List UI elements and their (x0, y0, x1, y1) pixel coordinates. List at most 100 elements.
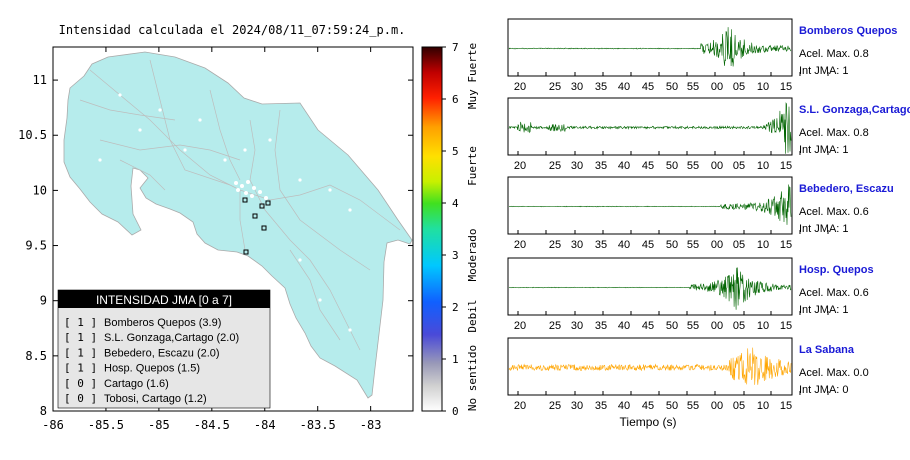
colorbar-tick-label: 4 (452, 197, 459, 210)
time-tick-label: 20 (514, 239, 526, 251)
station-int-jma: Int JMA: 1 (799, 65, 849, 77)
colorbar-level-label: Moderado (466, 229, 479, 282)
time-tick-label: 15 (780, 320, 792, 332)
time-tick-label: 25 (549, 160, 561, 172)
station-name: S.L. Gonzaga,Cartago (799, 104, 910, 116)
road-network (79, 59, 401, 351)
time-tick-label: 30 (571, 320, 583, 332)
legend-item-level: [ 1 ] (64, 362, 97, 375)
time-tick-label: 40 (618, 400, 630, 412)
time-tick-label: 45 (642, 81, 654, 93)
time-tick-label: 50 (666, 239, 678, 251)
colorbar-tick-label: 5 (452, 145, 459, 158)
waveform-frame (507, 97, 793, 156)
map-xtick-label: -83 (360, 418, 382, 432)
colorbar-tick-label: 2 (452, 301, 459, 314)
time-tick-label: 15 (780, 81, 792, 93)
legend-item-level: [ 1 ] (64, 346, 97, 359)
waveform-trace (509, 184, 792, 225)
colorbar-level-label: Muy Fuerte (466, 43, 479, 109)
time-tick-label: 05 (733, 320, 745, 332)
time-tick-label: 35 (595, 320, 607, 332)
waveform-trace (508, 267, 792, 310)
intensity-legend: INTENSIDAD JMA [0 a 7] [ 1 ] Bomberos Que… (57, 289, 271, 409)
station-int-jma: Int JMA: 0 (799, 384, 849, 396)
station-int-jma: Int JMA: 1 (799, 223, 849, 235)
time-tick-label: 45 (642, 400, 654, 412)
legend-item-name: S.L. Gonzaga,Cartago (2.0) (104, 332, 239, 344)
waveform-panel: 20 25 30 35 40 45 50 55 00 05 10 15 S.L. Gonzaga,Car… (507, 97, 910, 172)
colorbar-tick-label: 7 (452, 41, 459, 54)
colorbar-level-label: No sentido (466, 345, 479, 411)
legend-item-name: Hosp. Quepos (1.5) (104, 363, 200, 375)
colorbar-tick-label: 0 (452, 405, 459, 418)
time-tick-label: 35 (595, 81, 607, 93)
waveform-trace (508, 347, 792, 385)
legend-item-level: [ 0 ] (64, 392, 97, 405)
station-accel-max: Acel. Max. 0.6 (799, 206, 869, 218)
time-tick-label: 35 (595, 400, 607, 412)
time-tick-label: 45 (642, 160, 654, 172)
time-tick-label: 50 (666, 81, 678, 93)
map-xtick-label: -86 (42, 418, 64, 432)
map-ytick-label: 11 (33, 73, 47, 87)
time-tick-label: 20 (514, 400, 526, 412)
station-markers (242, 197, 271, 255)
time-tick-label: 55 (687, 239, 699, 251)
map-title: Intensidad calculada el 2024/08/11_07:59… (59, 23, 406, 37)
station-int-jma: Int JMA: 1 (799, 304, 849, 316)
time-tick-label: 40 (618, 239, 630, 251)
legend-item-name: Cartago (1.6) (104, 378, 169, 390)
legend-item-level: [ 1 ] (64, 316, 97, 329)
time-tick-label: 20 (514, 160, 526, 172)
map-ytick-label: 8.5 (25, 349, 47, 363)
map-ytick-label: 9 (40, 294, 47, 308)
waveform-panel: 20 25 30 35 40 45 50 55 00 05 10 15 La Sabana Acel. M… (507, 337, 869, 412)
map-ytick-label: 9.5 (25, 239, 47, 253)
map-xtick-label: -84 (254, 418, 276, 432)
map-xtick-label: -85 (148, 418, 170, 432)
station-name: Bebedero, Escazu (799, 183, 894, 195)
time-axis-label: Tiempo (s) (620, 415, 677, 429)
legend-item-name: Bebedero, Escazu (2.0) (104, 347, 220, 359)
city-markers (98, 93, 352, 332)
time-tick-label: 50 (666, 400, 678, 412)
time-tick-label: 05 (733, 239, 745, 251)
time-tick-label: 05 (733, 81, 745, 93)
time-tick-label: 30 (571, 239, 583, 251)
costa-rica-landmass (63, 51, 413, 399)
time-tick-label: 55 (687, 81, 699, 93)
map-xticks: -86 -85.5 -85 -84.5 -84 -83.5 -83 (42, 47, 381, 432)
time-tick-label: 10 (757, 239, 769, 251)
legend-item-level: [ 0 ] (64, 377, 97, 390)
map-ytick-label: 10 (33, 183, 47, 197)
time-tick-label: 50 (666, 320, 678, 332)
time-tick-label: 35 (595, 160, 607, 172)
waveform-panel: 20 25 30 35 40 45 50 55 00 05 10 15 Hosp. Quepos Acel… (507, 257, 874, 332)
waveform-trace (508, 27, 792, 67)
time-tick-label: 10 (757, 320, 769, 332)
station-accel-max: Acel. Max. 0.0 (799, 367, 869, 379)
time-tick-label: 15 (780, 160, 792, 172)
station-accel-max: Acel. Max. 0.6 (799, 287, 869, 299)
waveform-frame (507, 257, 793, 316)
time-tick-label: 30 (571, 400, 583, 412)
time-tick-label: 25 (549, 320, 561, 332)
waveform-trace (508, 102, 792, 154)
time-tick-label: 55 (687, 320, 699, 332)
map-ytick-label: 10.5 (18, 128, 47, 142)
time-tick-label: 00 (711, 239, 723, 251)
time-tick-label: 00 (711, 400, 723, 412)
intensity-colorbar: 7 6 5 4 3 2 1 0 Muy Fuerte Fuerte Moderado Debil No… (421, 41, 479, 418)
time-tick-label: 30 (571, 81, 583, 93)
legend-item-name: Bomberos Quepos (3.9) (104, 317, 221, 329)
time-tick-label: 40 (618, 81, 630, 93)
map-xtick-label: -84.5 (194, 418, 230, 432)
legend-item-level: [ 1 ] (64, 331, 97, 344)
time-tick-label: 15 (780, 239, 792, 251)
time-tick-label: 10 (757, 81, 769, 93)
time-tick-label: 05 (733, 400, 745, 412)
time-tick-label: 10 (757, 160, 769, 172)
colorbar-level-label: Fuerte (466, 146, 479, 186)
